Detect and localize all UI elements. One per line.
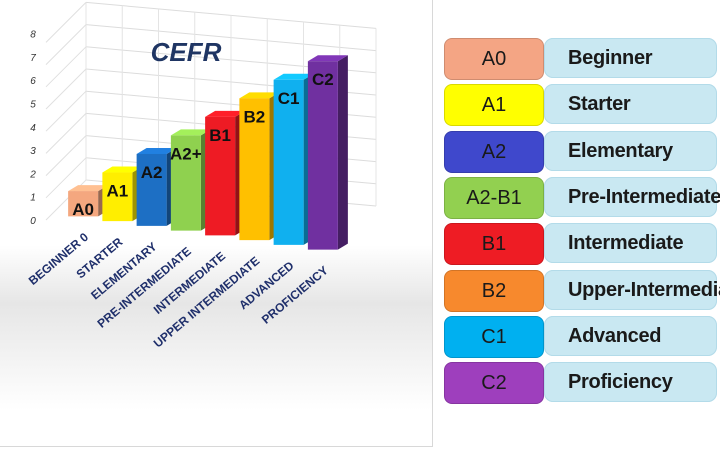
y-tick-label: 1	[30, 193, 36, 204]
gridline-side	[45, 46, 87, 88]
bar	[307, 61, 338, 250]
y-tick-label: 3	[30, 146, 36, 157]
gridline-side	[45, 113, 87, 154]
bar	[68, 191, 99, 217]
y-tick-label: 0	[30, 216, 36, 227]
bar-top	[239, 92, 280, 99]
y-tick-label: 4	[30, 123, 36, 134]
y-tick-label: 6	[30, 76, 36, 87]
bar-label: B2	[244, 107, 266, 126]
legend-name-c2: Proficiency	[544, 362, 717, 403]
legend-name-a2: Elementary	[544, 130, 717, 171]
legend-row-a0: A0 Beginner	[442, 38, 718, 80]
bar-label: A2	[141, 163, 163, 182]
bar-top	[170, 129, 211, 136]
gridline-side	[45, 24, 87, 65]
legend-name-b1: Intermediate	[544, 223, 717, 264]
legend-name-c1: Advanced	[544, 315, 717, 356]
y-tick-label: 7	[30, 53, 36, 64]
bar	[102, 172, 133, 222]
bar-label: B1	[209, 126, 231, 145]
bar	[136, 153, 167, 226]
cefr-chart-panel: 0 1 2 3 4 5 6 7 8 CEFR A0 BEGINNER 0 A1 STARTER A2 ELEM…	[0, 0, 433, 447]
y-tick-label: 8	[30, 30, 36, 41]
legend-row-c1: C1 Advanced	[442, 315, 718, 358]
bar-label: A2+	[170, 144, 202, 163]
gridline-side	[45, 68, 87, 110]
bar-top	[273, 73, 314, 80]
legend-code-c1: C1	[444, 315, 544, 358]
y-tick-label: 5	[30, 100, 36, 111]
bar	[205, 116, 236, 236]
bar	[273, 79, 304, 245]
legend-name-a0: Beginner	[544, 38, 717, 78]
chart-title: CEFR	[151, 37, 222, 67]
legend-code-a2: A2	[444, 130, 544, 173]
bar-top	[307, 55, 348, 62]
y-tick-label: 2	[29, 169, 36, 180]
legend-name-a1: Starter	[544, 84, 717, 125]
bar-top	[68, 185, 109, 192]
gridline-side	[45, 135, 87, 176]
bar-top	[102, 166, 143, 173]
legend-code-b1: B1	[444, 223, 544, 266]
legend-name-b2: Upper-Intermediate	[544, 269, 720, 310]
gridline-side	[45, 157, 87, 199]
legend-name-a2-b1: Pre-Intermediate	[544, 176, 720, 217]
legend-code-a0: A0	[444, 38, 544, 80]
bar-label: C1	[278, 89, 300, 108]
legend-row-a1: A1 Starter	[442, 84, 718, 127]
legend-row-a2-b1: A2-B1 Pre-Intermediate	[442, 176, 720, 219]
legend-row-b2: B2 Upper-Intermediate	[442, 269, 720, 312]
legend-code-a1: A1	[444, 84, 544, 127]
legend-code-a2-b1: A2-B1	[444, 176, 544, 219]
legend-code-c2: C2	[444, 362, 544, 405]
bar-label: A1	[107, 182, 129, 201]
bar-label: C2	[312, 70, 334, 89]
bar-top	[205, 110, 246, 117]
bar	[239, 98, 270, 241]
gridline-side	[45, 90, 87, 132]
legend-code-b2: B2	[444, 269, 544, 312]
bar-label: A0	[72, 200, 94, 219]
legend-row-b1: B1 Intermediate	[442, 223, 718, 266]
bar-side	[337, 55, 348, 250]
legend-row-a2: A2 Elementary	[442, 130, 718, 173]
legend-row-c2: C2 Proficiency	[442, 362, 718, 405]
bar	[170, 135, 201, 231]
bar-top	[136, 147, 177, 154]
gridline-side	[45, 2, 87, 43]
